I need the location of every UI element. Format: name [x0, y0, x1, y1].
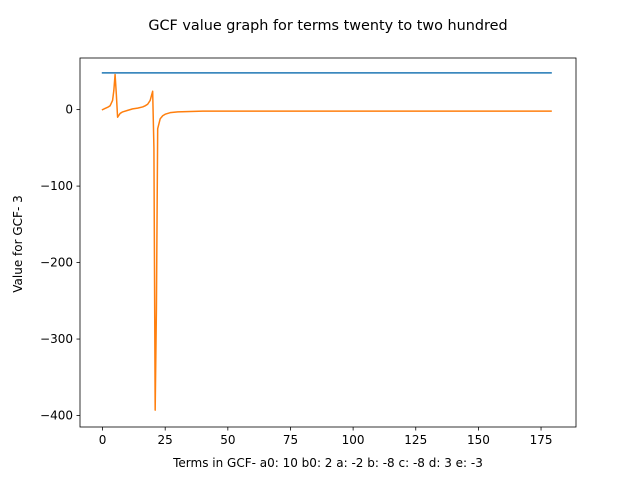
- x-axis-label: Terms in GCF- a0: 10 b0: 2 a: -2 b: -8 c…: [172, 456, 483, 470]
- y-tick-label: −200: [40, 256, 73, 270]
- x-tick-label: 125: [404, 433, 427, 447]
- x-tick-label: 0: [99, 433, 107, 447]
- y-axis-label: Value for GCF- 3: [11, 195, 25, 292]
- x-tick-label: 150: [467, 433, 490, 447]
- x-tick-label: 75: [283, 433, 298, 447]
- x-tick-label: 175: [530, 433, 553, 447]
- x-tick-label: 100: [342, 433, 365, 447]
- x-tick-label: 25: [158, 433, 173, 447]
- axes-frame: [79, 57, 577, 428]
- chart-title: GCF value graph for terms twenty to two …: [148, 18, 507, 34]
- plot-area: 0 25 50 75 100 125 150 175 0 −100 −200 −300 −400: [40, 57, 577, 447]
- x-tick-label: 50: [220, 433, 235, 447]
- y-tick-label: −100: [40, 179, 73, 193]
- y-tick-label: −300: [40, 332, 73, 346]
- series-line-2: [101, 73, 552, 411]
- y-tick-label: 0: [65, 103, 73, 117]
- y-tick-label: −400: [40, 409, 73, 423]
